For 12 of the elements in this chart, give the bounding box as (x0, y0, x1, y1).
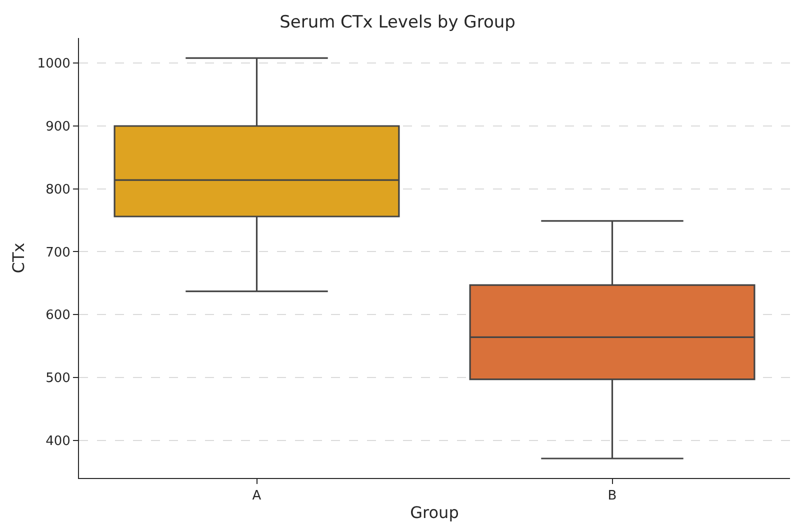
y-tick-label: 800 (46, 182, 70, 198)
y-axis-title: CTx (9, 242, 28, 274)
x-axis-title: Group (410, 503, 459, 522)
y-tick-label: 700 (46, 245, 70, 260)
y-tick-label: 1000 (37, 56, 70, 72)
x-tick-label: B (608, 488, 617, 504)
y-tick-label: 600 (46, 308, 70, 324)
y-tick-label: 900 (46, 120, 70, 135)
y-tick-label: 400 (46, 434, 70, 449)
chart-title: Serum CTx Levels by Group (280, 12, 516, 33)
y-tick-label: 500 (46, 370, 70, 386)
x-tick-label: A (252, 488, 262, 504)
